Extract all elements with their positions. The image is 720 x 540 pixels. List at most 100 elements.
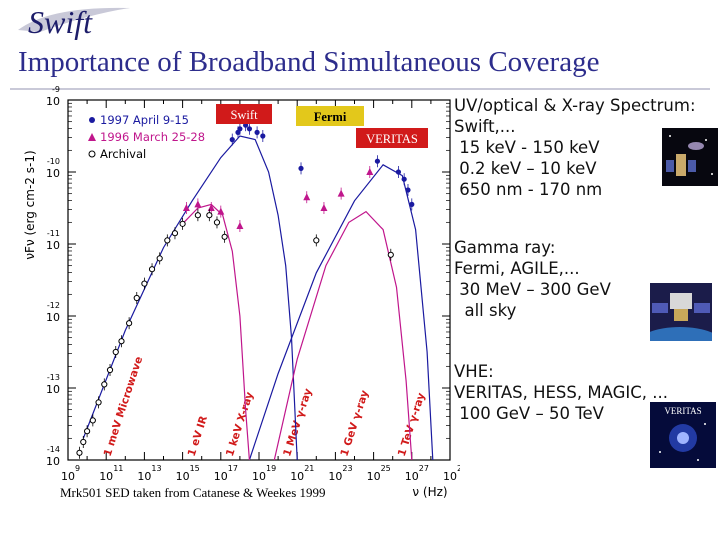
x-tick-exponent: 25 — [381, 464, 391, 473]
data-point — [182, 204, 190, 211]
data-point — [303, 193, 311, 201]
data-point — [401, 176, 407, 182]
data-point — [101, 381, 108, 388]
data-point — [171, 230, 179, 237]
instrument-box — [296, 106, 364, 126]
logo-swoosh — [18, 7, 130, 32]
y-tick-label: 10 — [46, 239, 60, 252]
data-point — [374, 158, 381, 164]
legend-marker — [89, 117, 95, 123]
data-point — [194, 212, 201, 219]
y-tick-label: 10 — [46, 311, 60, 324]
data-point — [254, 129, 260, 135]
data-point — [95, 399, 102, 406]
panel-line: Swift,... — [454, 117, 516, 136]
instrument-box — [216, 104, 272, 124]
y-tick-exponent: -14 — [47, 445, 60, 454]
data-point — [366, 168, 374, 175]
y-axis-label: νFν (erg cm-2 s-1) — [23, 150, 37, 259]
instrument-label: Swift — [230, 108, 258, 122]
data-point — [89, 417, 96, 424]
data-point — [126, 320, 133, 327]
veritas-image-text: VERITAS — [664, 406, 701, 416]
data-point — [409, 201, 415, 207]
x-tick-label: 10 — [214, 470, 228, 483]
x-tick-exponent: 13 — [151, 464, 161, 473]
legend-marker — [88, 133, 96, 141]
data-point — [156, 255, 163, 262]
y-tick-label: 10 — [46, 383, 60, 396]
data-point — [84, 428, 91, 435]
y-tick-exponent: -10 — [47, 157, 60, 166]
model-curve — [248, 164, 434, 461]
data-point — [206, 212, 213, 219]
data-point — [246, 126, 253, 132]
x-tick-exponent: 23 — [342, 464, 352, 473]
band-label: 1 eV IR — [186, 414, 210, 458]
legend-marker — [88, 150, 96, 158]
y-tick-exponent: -13 — [47, 373, 60, 382]
x-tick-label: 10 — [252, 470, 266, 483]
swift-logo: Swift — [10, 2, 160, 42]
data-point — [141, 280, 148, 287]
instrument-box — [356, 128, 428, 148]
data-point — [133, 294, 140, 302]
page-title: Importance of Broadband Simultaneous Cov… — [18, 46, 600, 78]
y-tick-exponent: -12 — [47, 301, 60, 310]
x-tick-exponent: 15 — [190, 464, 200, 473]
data-point — [236, 222, 244, 229]
logo-text: Swift — [28, 4, 93, 40]
band-label: 1 TeV γ-ray — [396, 391, 428, 458]
x-axis-label: ν (Hz) — [412, 485, 447, 499]
fermi-satellite-image — [650, 283, 712, 341]
data-point — [80, 438, 87, 446]
band-label: 1 MeV γ-ray — [281, 387, 314, 458]
x-tick-label: 10 — [137, 470, 151, 483]
chart-caption: Mrk501 SED taken from Catanese & Weekes … — [60, 485, 326, 500]
data-point — [313, 237, 320, 244]
data-point — [298, 165, 304, 171]
data-point — [221, 233, 228, 240]
x-tick-exponent: 27 — [419, 464, 429, 473]
sed-chart: 10-910-1010-1110-1210-1310-1410910111013… — [23, 85, 460, 500]
data-point — [76, 449, 83, 456]
data-point — [164, 237, 171, 244]
instrument-label: VERITAS — [366, 132, 418, 146]
panel-line: Gamma ray: — [454, 238, 556, 257]
y-tick-exponent: -11 — [47, 229, 60, 238]
x-tick-label: 10 — [328, 470, 342, 483]
data-point — [217, 207, 225, 215]
data-point — [179, 220, 186, 227]
panel-line: 30 MeV – 300 GeV — [454, 280, 611, 299]
data-point — [106, 366, 114, 374]
data-point — [260, 133, 266, 139]
instrument-label: Fermi — [314, 110, 347, 124]
data-point — [118, 338, 125, 345]
x-tick-label: 10 — [367, 470, 381, 483]
x-tick-label: 10 — [405, 470, 419, 483]
panel-line: Fermi, AGILE,... — [454, 259, 580, 278]
x-tick-label: 10 — [99, 470, 113, 483]
data-point — [337, 189, 345, 197]
x-tick-exponent: 17 — [228, 464, 238, 473]
panel-gamma: Gamma ray: Fermi, AGILE,... 30 MeV – 300… — [454, 237, 611, 321]
x-tick-exponent: 11 — [113, 464, 123, 473]
model-curve — [273, 210, 413, 461]
legend-label: Archival — [100, 147, 146, 161]
panel-uv-xray: UV/optical & X-ray Spectrum: Swift,... 1… — [454, 95, 696, 200]
x-tick-exponent: 19 — [266, 464, 276, 473]
x-tick-exponent: 29 — [457, 464, 460, 473]
data-point — [237, 126, 243, 132]
legend-label: 1997 April 9-15 — [100, 113, 189, 127]
swift-satellite-image — [662, 128, 718, 186]
panel-line: 0.2 keV – 10 keV — [454, 159, 597, 178]
data-point — [387, 251, 394, 258]
data-point — [405, 187, 411, 193]
panel-line: 650 nm - 170 nm — [454, 180, 603, 199]
title-divider — [10, 88, 710, 90]
band-label: 1 keV X-ray — [224, 390, 256, 458]
x-tick-label: 10 — [176, 470, 190, 483]
data-point — [395, 169, 402, 175]
data-point — [194, 200, 202, 208]
legend-label: 1996 March 25-28 — [100, 130, 205, 144]
